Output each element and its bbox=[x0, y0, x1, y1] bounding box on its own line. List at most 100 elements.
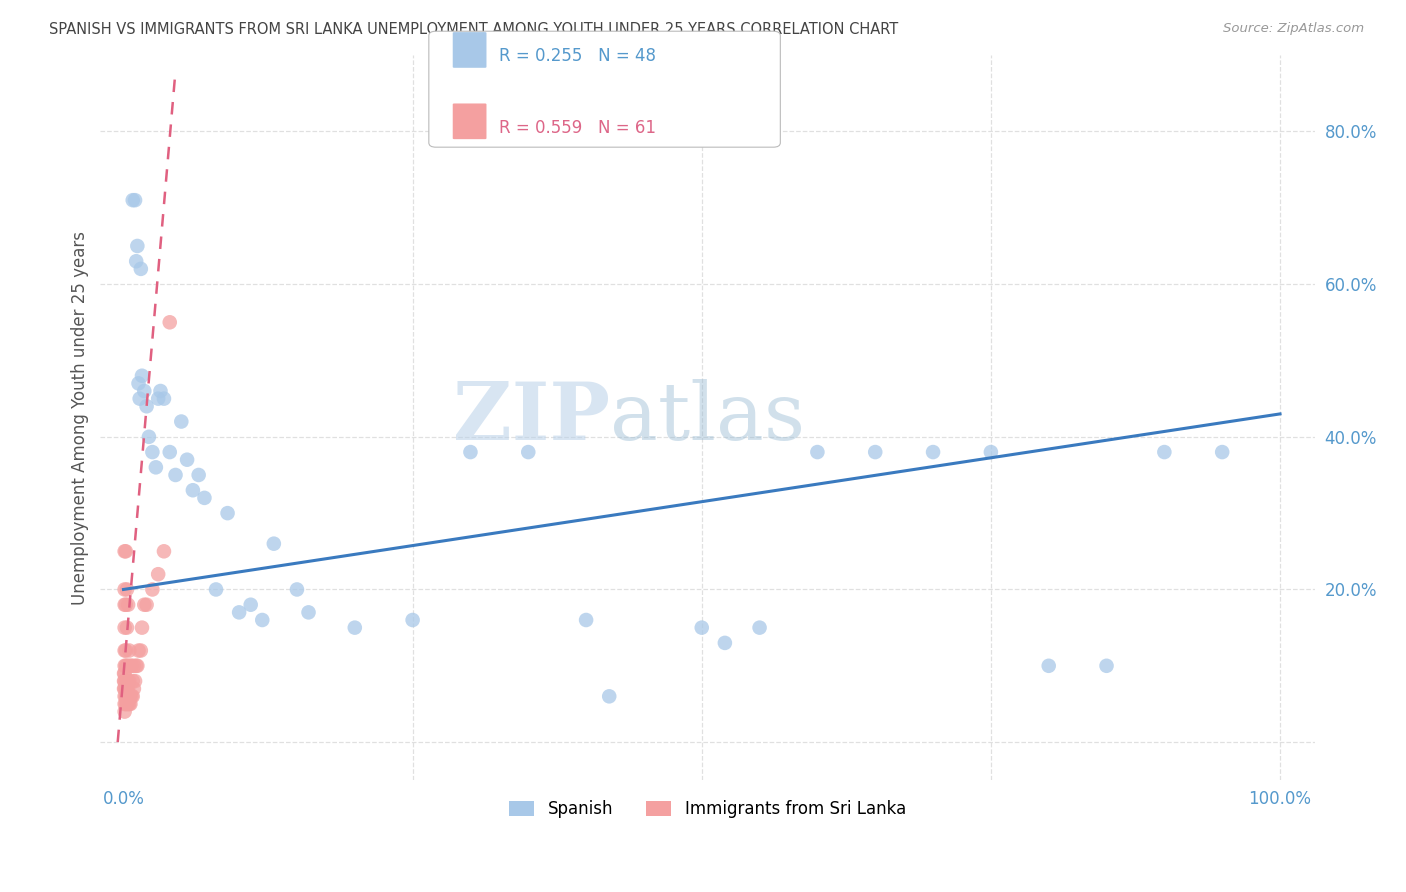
Legend: Spanish, Immigrants from Sri Lanka: Spanish, Immigrants from Sri Lanka bbox=[501, 792, 914, 826]
Point bbox=[181, 483, 204, 498]
Point bbox=[118, 674, 141, 689]
Point bbox=[118, 643, 141, 657]
Point bbox=[141, 582, 163, 597]
Point bbox=[120, 690, 142, 704]
Point bbox=[124, 674, 146, 689]
Point bbox=[187, 467, 209, 482]
Point bbox=[114, 598, 136, 612]
Point bbox=[153, 392, 176, 406]
Point bbox=[115, 674, 138, 689]
Point bbox=[115, 582, 138, 597]
Point bbox=[159, 315, 181, 329]
Point bbox=[112, 681, 135, 696]
Point bbox=[121, 674, 143, 689]
Point bbox=[124, 193, 146, 207]
Point bbox=[285, 582, 308, 597]
Point bbox=[128, 376, 150, 391]
Point bbox=[263, 536, 285, 550]
Point bbox=[141, 445, 163, 459]
Point bbox=[114, 674, 136, 689]
Point bbox=[145, 460, 167, 475]
Point bbox=[115, 621, 138, 635]
Point bbox=[1038, 658, 1060, 673]
Point bbox=[297, 606, 319, 620]
Point bbox=[114, 621, 136, 635]
Point bbox=[165, 467, 187, 482]
Point bbox=[228, 606, 250, 620]
Point bbox=[714, 636, 737, 650]
Point bbox=[114, 690, 136, 704]
Point bbox=[980, 445, 1002, 459]
Point bbox=[148, 392, 170, 406]
Point bbox=[575, 613, 598, 627]
Point bbox=[1153, 445, 1175, 459]
Point bbox=[239, 598, 262, 612]
Point bbox=[170, 415, 193, 429]
Point bbox=[401, 613, 423, 627]
Point bbox=[598, 690, 620, 704]
Point bbox=[121, 658, 143, 673]
Point bbox=[252, 613, 274, 627]
Point bbox=[114, 705, 136, 719]
Point bbox=[176, 452, 198, 467]
Point bbox=[114, 666, 136, 681]
Point bbox=[1211, 445, 1233, 459]
Point bbox=[922, 445, 945, 459]
Text: ZIP: ZIP bbox=[453, 379, 610, 457]
Point bbox=[135, 399, 157, 413]
Point bbox=[131, 621, 153, 635]
Point bbox=[217, 506, 239, 520]
Point bbox=[114, 697, 136, 711]
Point bbox=[115, 658, 138, 673]
Point bbox=[114, 697, 136, 711]
Text: Source: ZipAtlas.com: Source: ZipAtlas.com bbox=[1223, 22, 1364, 36]
Point bbox=[134, 384, 156, 398]
Point bbox=[114, 598, 136, 612]
Point bbox=[115, 697, 138, 711]
Point bbox=[121, 690, 143, 704]
Point bbox=[122, 658, 145, 673]
Point bbox=[114, 544, 136, 558]
Y-axis label: Unemployment Among Youth under 25 years: Unemployment Among Youth under 25 years bbox=[72, 231, 89, 605]
Text: SPANISH VS IMMIGRANTS FROM SRI LANKA UNEMPLOYMENT AMONG YOUTH UNDER 25 YEARS COR: SPANISH VS IMMIGRANTS FROM SRI LANKA UNE… bbox=[49, 22, 898, 37]
Point bbox=[117, 697, 139, 711]
Point bbox=[114, 544, 136, 558]
Text: R = 0.255   N = 48: R = 0.255 N = 48 bbox=[499, 47, 657, 65]
Point bbox=[114, 658, 136, 673]
Point bbox=[118, 697, 141, 711]
Point bbox=[148, 567, 170, 582]
Point bbox=[125, 658, 148, 673]
Point bbox=[117, 598, 139, 612]
Point bbox=[153, 544, 176, 558]
Point bbox=[114, 674, 136, 689]
Point bbox=[690, 621, 713, 635]
Point bbox=[120, 697, 142, 711]
Point bbox=[129, 261, 152, 276]
Point bbox=[149, 384, 172, 398]
Point bbox=[114, 582, 136, 597]
Point bbox=[114, 681, 136, 696]
Point bbox=[118, 690, 141, 704]
Point bbox=[120, 658, 142, 673]
Point bbox=[131, 368, 153, 383]
Point bbox=[129, 643, 152, 657]
Point bbox=[517, 445, 540, 459]
Point bbox=[205, 582, 228, 597]
Point bbox=[115, 690, 138, 704]
Point bbox=[117, 690, 139, 704]
Point bbox=[135, 598, 157, 612]
Point bbox=[806, 445, 828, 459]
Point bbox=[117, 674, 139, 689]
Point bbox=[114, 643, 136, 657]
Point bbox=[134, 598, 156, 612]
Point bbox=[117, 658, 139, 673]
Point bbox=[128, 643, 150, 657]
Point bbox=[114, 681, 136, 696]
Point bbox=[193, 491, 215, 505]
Point bbox=[121, 690, 143, 704]
Point bbox=[115, 681, 138, 696]
Point bbox=[159, 445, 181, 459]
Point bbox=[121, 193, 143, 207]
Point bbox=[343, 621, 366, 635]
Point bbox=[114, 643, 136, 657]
